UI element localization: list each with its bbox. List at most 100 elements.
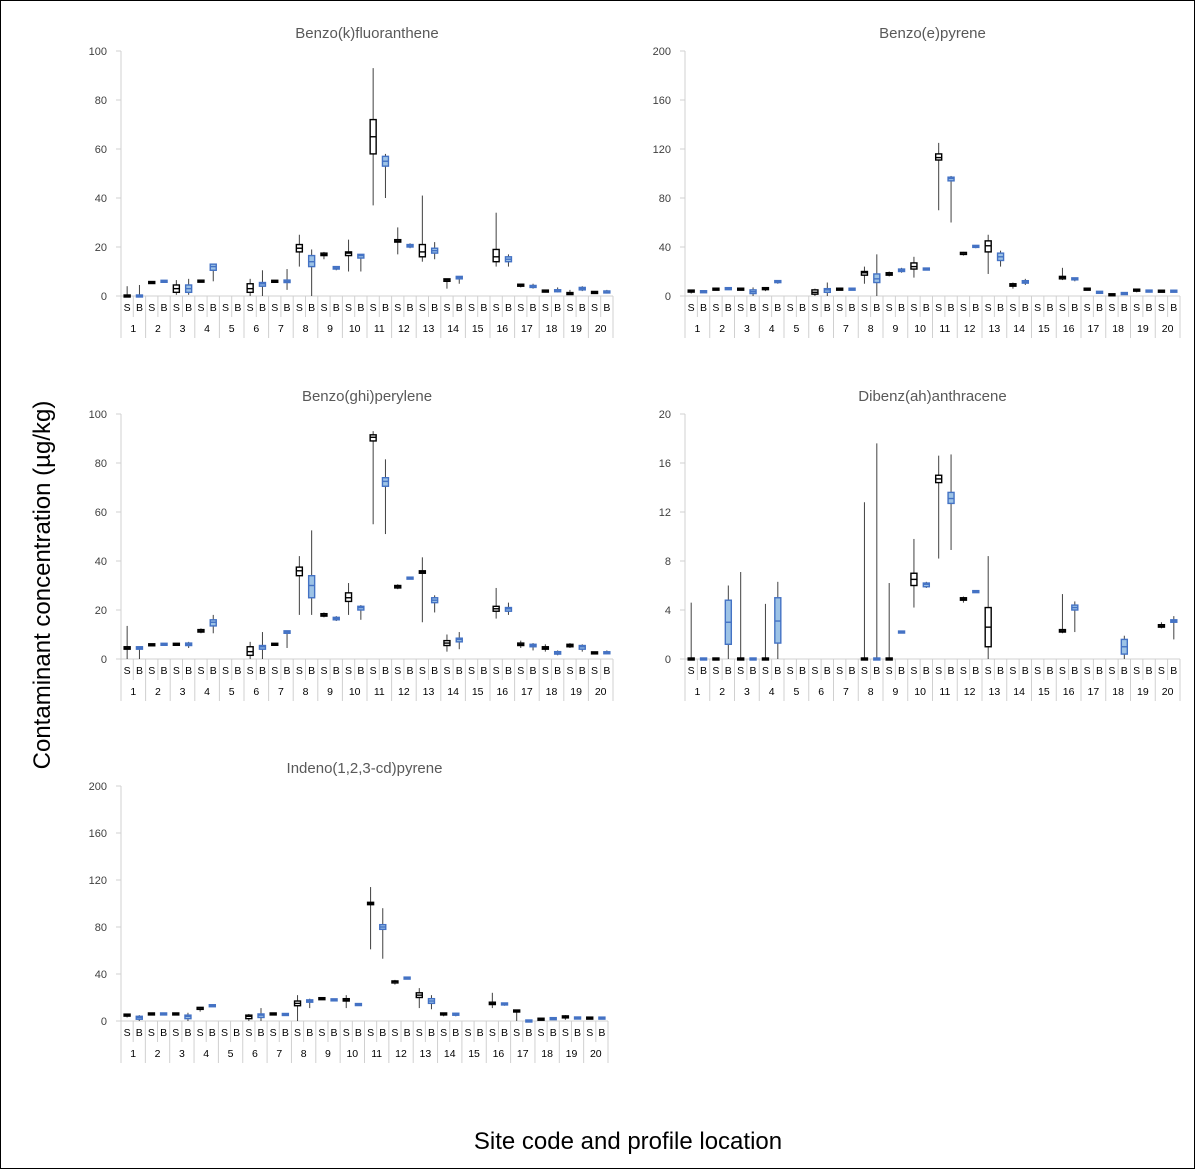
x-profile-label: S [712,302,719,314]
box-S-site-6 [246,278,254,296]
y-tick-label: 0 [665,654,671,666]
y-tick-label: 60 [95,507,107,519]
x-profile-label: B [700,302,707,314]
x-profile-label: S [320,665,327,677]
x-site-label: 11 [374,686,385,698]
x-profile-label: B [431,665,438,677]
x-site-label: 20 [595,323,607,335]
y-tick-label: 80 [659,193,671,205]
x-profile-label: S [320,302,327,314]
x-profile-label: S [1158,302,1165,314]
x-profile-label: S [591,302,598,314]
box-B-site-8 [873,254,881,296]
x-profile-label: S [443,665,450,677]
x-profile-label: S [861,302,868,314]
x-site-label: 13 [423,323,435,335]
box-S-site-17 [517,283,525,288]
y-tick-label: 80 [95,922,107,934]
x-site-label: 6 [818,686,824,698]
box-B-site-14 [1021,278,1030,285]
x-profile-label: S [562,1027,569,1039]
x-profile-label: B [480,302,487,314]
box-S-site-1 [123,625,131,659]
box-B-site-10 [357,605,365,620]
box-B-site-20 [1170,616,1178,640]
x-profile-label: S [270,1027,277,1039]
box-S-site-2 [148,643,156,647]
x-profile-label: B [603,665,610,677]
box-B-site-17 [1095,290,1104,295]
x-profile-label: B [1022,665,1029,677]
box-B-site-12 [972,244,980,249]
box-B-site-11 [947,454,955,550]
x-site-label: 7 [278,686,284,698]
x-axis-title: Site code and profile location [474,1128,782,1155]
box-B-site-12 [972,589,980,594]
x-site-label: 16 [493,1048,505,1060]
y-tick-label: 40 [659,242,671,254]
box-S-site-7 [271,642,279,646]
x-site-label: 18 [541,1048,553,1060]
x-profile-label: S [811,302,818,314]
x-profile-label: S [762,665,769,677]
x-profile-label: S [1059,302,1066,314]
box-B-site-2 [160,279,168,283]
box-B-site-20 [598,1016,606,1020]
x-site-label: 6 [252,1048,258,1060]
box-S-site-12 [959,251,968,256]
x-profile-label: S [294,1027,301,1039]
box-S-site-2 [147,1012,156,1016]
x-profile-label: S [247,302,254,314]
x-profile-label: S [542,302,549,314]
x-profile-label: S [173,665,180,677]
box-S-site-12 [394,584,402,590]
box-B-site-20 [603,650,611,655]
x-profile-label: S [440,1027,447,1039]
box-S-site-17 [1083,287,1091,291]
box-S-site-7 [269,1012,277,1016]
panel-title: Benzo(ghi)perylene [302,388,432,405]
x-site-label: 14 [447,323,459,335]
x-site-label: 4 [204,686,210,698]
box-S-site-20 [1157,622,1166,629]
x-profile-label: S [566,302,573,314]
x-site-label: 5 [229,686,235,698]
box-B-site-17 [529,283,537,289]
x-profile-label: S [367,1027,374,1039]
x-profile-label: B [774,665,781,677]
x-profile-label: S [345,302,352,314]
box-S-site-16 [492,587,500,619]
x-profile-label: B [824,302,831,314]
box-B-site-2 [724,585,733,659]
x-site-label: 18 [546,686,558,698]
box-B-site-4 [209,263,217,282]
box-S-site-10 [344,239,353,272]
x-site-label: 11 [371,1048,382,1060]
x-profile-label: S [394,665,401,677]
x-site-label: 17 [1088,686,1100,698]
box-B-site-13 [427,995,436,1010]
x-profile-label: S [762,302,769,314]
x-profile-label: B [898,665,905,677]
x-profile-label: S [1133,665,1140,677]
x-site-label: 8 [868,323,874,335]
box-S-site-3 [172,280,181,295]
x-profile-label: S [1034,665,1041,677]
box-B-site-8 [306,998,314,1009]
x-profile-label: B [1071,302,1078,314]
x-profile-label: B [428,1027,435,1039]
box-S-site-9 [318,996,326,1001]
box-S-site-8 [860,502,869,661]
x-profile-label: S [173,302,180,314]
y-tick-label: 8 [665,556,671,568]
y-tick-label: 160 [89,828,107,840]
x-site-label: 3 [179,1048,185,1060]
x-site-label: 10 [349,323,361,335]
x-profile-label: B [209,1027,216,1039]
x-site-label: 20 [595,686,607,698]
